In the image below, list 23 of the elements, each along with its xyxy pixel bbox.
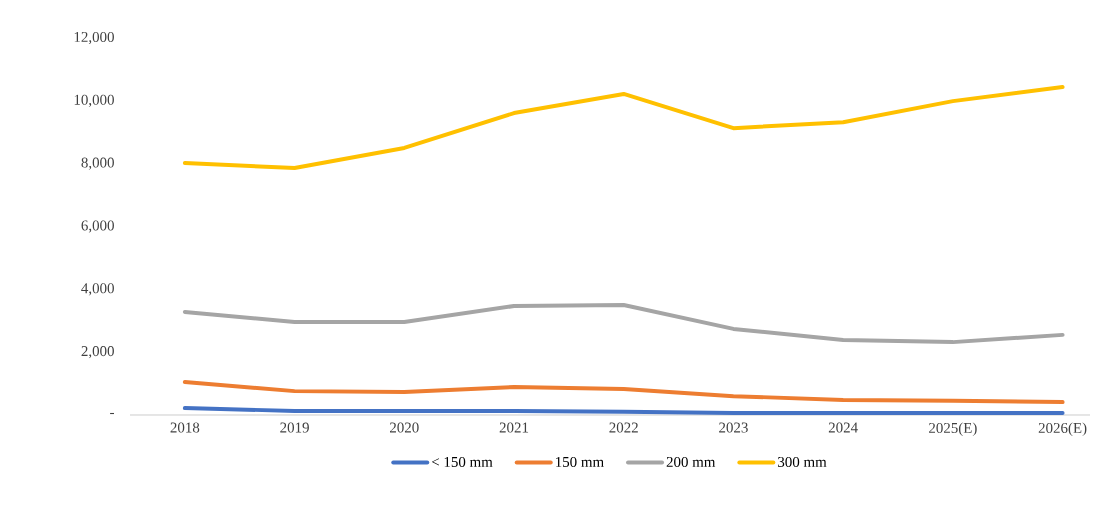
x-tick-label: 2026(E) bbox=[1038, 422, 1087, 437]
line-series bbox=[182, 303, 1065, 345]
y-tick-label: 8,000 bbox=[81, 157, 114, 170]
x-tick-label: 2020 bbox=[390, 422, 419, 433]
y-tick-label: 4,000 bbox=[81, 283, 114, 296]
x-tick-label: 2024 bbox=[828, 422, 858, 433]
x-tick-label: 2022 bbox=[609, 422, 638, 433]
y-tick-label: - bbox=[110, 412, 114, 415]
y-tick-label: 12,000 bbox=[74, 31, 114, 45]
x-tick-label: 2021 bbox=[499, 422, 529, 433]
x-tick-label: 2019 bbox=[280, 422, 309, 433]
x-tick-label: 2018 bbox=[170, 422, 200, 433]
y-tick-label: 6,000 bbox=[81, 220, 114, 233]
legend-label: < 150 mm bbox=[432, 456, 493, 467]
x-tick-label: 2025(E) bbox=[929, 422, 977, 437]
legend-label: 200 mm bbox=[666, 456, 716, 467]
x-tick-label: 2023 bbox=[719, 422, 748, 433]
legend-label: 300 mm bbox=[778, 456, 827, 467]
line-series bbox=[182, 85, 1065, 171]
y-tick-label: 2,000 bbox=[81, 346, 114, 359]
legend-label: 150 mm bbox=[556, 456, 604, 467]
line-series bbox=[182, 380, 1065, 405]
y-tick-label: 10,000 bbox=[74, 94, 114, 107]
